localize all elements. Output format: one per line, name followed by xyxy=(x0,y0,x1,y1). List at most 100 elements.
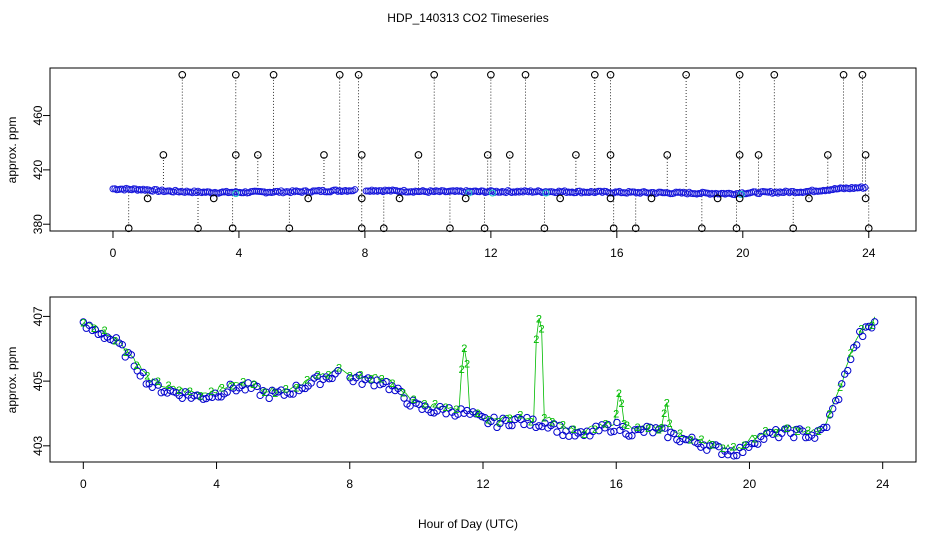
top-outlier-point xyxy=(228,224,237,233)
bottom-series2-point: 2 xyxy=(618,398,624,410)
bottom-series2-point: 2 xyxy=(533,334,539,346)
bottom-series3-point xyxy=(472,410,480,418)
bottom-series3-point xyxy=(313,372,321,381)
top-outlier-point xyxy=(864,224,873,233)
top-outlier-point xyxy=(858,70,867,79)
top-xtick-label: 8 xyxy=(362,246,369,260)
bottom-xtick-label: 12 xyxy=(476,477,490,491)
top-outlier-point xyxy=(269,70,278,79)
top-outlier-point xyxy=(861,151,870,159)
top-outlier-point xyxy=(735,194,744,203)
bottom-series3-point xyxy=(355,371,363,380)
top-outlier-point xyxy=(124,224,133,233)
bottom-series3-point xyxy=(214,393,222,401)
top-outlier-point xyxy=(414,151,423,159)
top-outlier-point xyxy=(285,224,294,233)
bottom-series2-point: 2 xyxy=(453,404,459,416)
bottom-series2-point: 2 xyxy=(698,434,704,446)
bottom-panel-frame xyxy=(49,296,917,463)
bottom-series2-point: 2 xyxy=(102,325,108,337)
bottom-series3-point xyxy=(790,433,798,442)
bottom-xtick-label: 16 xyxy=(610,477,624,491)
bottom-series2-point: 2 xyxy=(272,388,278,400)
bottom-series3-point xyxy=(382,377,390,386)
bottom-series3-point xyxy=(289,390,297,398)
bottom-series3-point xyxy=(733,451,741,460)
bottom-series2-point: 2 xyxy=(293,382,299,394)
bottom-series3-point xyxy=(397,387,405,396)
top-highlight-point xyxy=(488,189,496,197)
bottom-series2-point: 2 xyxy=(837,382,843,394)
top-outlier-point xyxy=(480,224,489,233)
bottom-series2-point: 2 xyxy=(658,422,664,434)
bottom-series3-point xyxy=(754,440,762,448)
bottom-series2-point: 2 xyxy=(848,348,854,360)
top-panel-frame xyxy=(49,67,917,232)
bottom-series3-point xyxy=(127,351,135,359)
top-outlier-point xyxy=(461,194,470,203)
bottom-series2-point: 2 xyxy=(251,379,257,391)
bottom-series2-point: 2 xyxy=(603,419,609,431)
bottom-series3-point xyxy=(139,368,147,377)
top-xtick-label: 20 xyxy=(736,246,750,260)
bottom-series2-point: 2 xyxy=(443,402,449,414)
bottom-series2-point: 2 xyxy=(634,422,640,434)
top-outlier-point xyxy=(253,151,262,159)
bottom-series3-point xyxy=(154,381,162,389)
bottom-series3-point xyxy=(607,428,615,436)
bottom-series2-point: 2 xyxy=(421,399,427,411)
top-outlier-point xyxy=(606,70,615,79)
bottom-series3-point xyxy=(859,332,867,341)
bottom-series2-point: 2 xyxy=(536,313,542,325)
bottom-series2-point: 2 xyxy=(464,359,470,371)
bottom-series2-point: 2 xyxy=(794,426,800,438)
top-xtick-label: 4 xyxy=(236,246,243,260)
bottom-series2-point: 2 xyxy=(869,320,875,332)
top-outlier-point xyxy=(754,151,763,159)
bottom-series3-point xyxy=(670,429,678,438)
top-ytick-label: 420 xyxy=(31,160,45,180)
bottom-series3-point xyxy=(658,424,666,432)
bottom-panel-ylabel: approx. ppm xyxy=(5,347,19,414)
bottom-series3-point xyxy=(529,415,537,423)
bottom-xtick-label: 20 xyxy=(743,477,757,491)
bottom-series3-point xyxy=(142,380,150,388)
top-outlier-point xyxy=(159,151,168,159)
bottom-series3-point xyxy=(823,423,831,432)
top-outlier-point xyxy=(505,151,514,159)
bottom-series3-point xyxy=(334,367,342,375)
top-outlier-point xyxy=(209,194,218,203)
bottom-series3-point xyxy=(358,380,366,388)
bottom-series3 xyxy=(79,318,879,460)
top-baseline-point xyxy=(857,183,865,191)
bottom-series2-point: 2 xyxy=(805,425,811,437)
bottom-series3-point xyxy=(799,427,807,435)
bottom-series3-point xyxy=(826,411,834,419)
bottom-series2-point: 2 xyxy=(816,426,822,438)
top-baseline-series xyxy=(109,183,869,199)
bottom-series3-point xyxy=(88,326,97,335)
bottom-series2-point: 2 xyxy=(613,408,619,420)
bottom-series3-point xyxy=(223,388,231,396)
top-outlier-point xyxy=(713,194,722,203)
bottom-series2-point: 2 xyxy=(229,380,235,392)
bottom-series3-point xyxy=(604,420,612,429)
bottom-series2-point: 2 xyxy=(240,377,246,389)
bottom-series2-point: 2 xyxy=(379,373,385,385)
bottom-series3-point xyxy=(568,425,576,434)
bottom-series3-point xyxy=(595,426,603,435)
top-outlier-point xyxy=(682,70,690,79)
top-ytick-label: 460 xyxy=(31,105,45,125)
top-outlier-point xyxy=(631,224,640,233)
bottom-series2-point: 2 xyxy=(176,385,182,397)
bottom-series3-point xyxy=(853,341,861,349)
bottom-series3-point xyxy=(820,423,828,432)
bottom-series3-point xyxy=(628,431,636,440)
bottom-series2-point: 2 xyxy=(411,394,417,406)
bottom-series2-point: 2 xyxy=(645,423,651,435)
top-outlier-point xyxy=(487,70,495,79)
bottom-series3-point xyxy=(643,422,651,431)
bottom-xtick-label: 8 xyxy=(346,477,353,491)
